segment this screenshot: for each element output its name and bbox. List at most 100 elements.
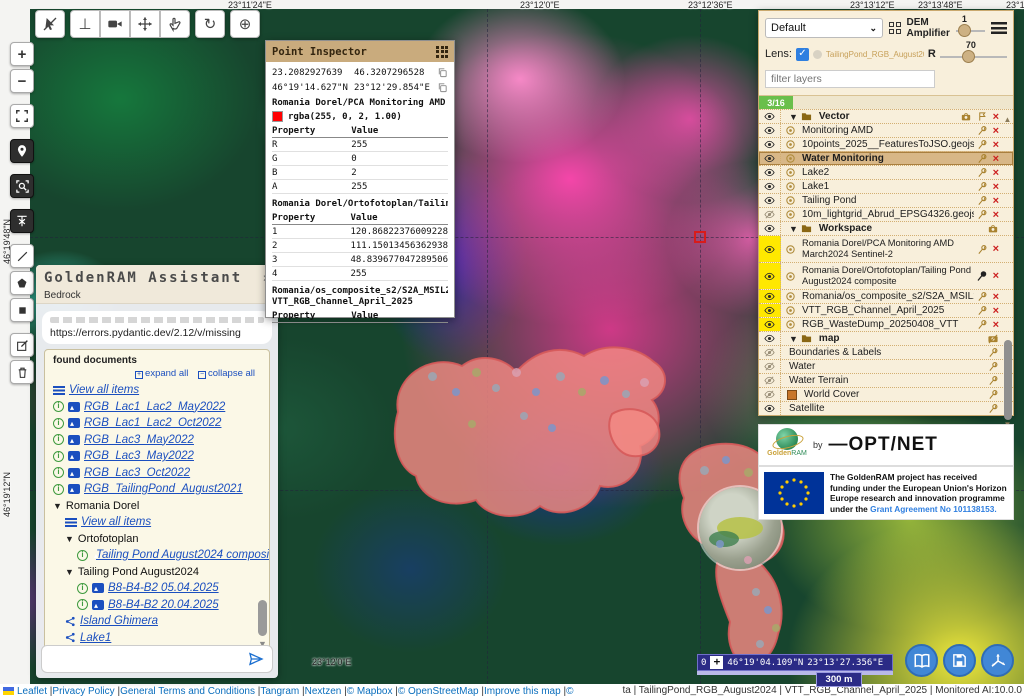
caret-down-icon[interactable]: ▼ (53, 500, 62, 511)
map-point[interactable] (764, 606, 772, 614)
eye-icon[interactable] (763, 223, 776, 234)
remove-icon[interactable]: × (992, 304, 999, 317)
info-icon[interactable] (53, 434, 64, 446)
map-point[interactable] (492, 384, 500, 392)
lens-checkbox[interactable] (795, 47, 809, 61)
map-point[interactable] (512, 368, 521, 377)
ground-measure-button[interactable]: ⊥ (70, 10, 100, 38)
grid-view-icon[interactable] (889, 22, 901, 34)
draw-polygon-button[interactable] (10, 271, 34, 295)
eye-icon[interactable] (763, 167, 776, 178)
info-icon[interactable] (77, 582, 88, 594)
eye-icon[interactable] (763, 305, 776, 316)
document-link[interactable]: RGB_Lac1_Lac2_May2022 (53, 399, 255, 416)
remove-icon[interactable]: × (992, 166, 999, 179)
attribution-link[interactable]: Improve this map (484, 686, 566, 697)
pin-icon[interactable] (977, 167, 988, 178)
remove-icon[interactable]: × (992, 208, 999, 221)
tree-node-romania-dorel[interactable]: ▼ Romania Dorel (53, 498, 255, 515)
menu-icon[interactable] (991, 22, 1007, 34)
documentation-button[interactable] (905, 644, 938, 677)
pin-icon[interactable] (988, 375, 999, 386)
pin-icon[interactable] (988, 389, 999, 400)
expand-coordinates-button[interactable]: + (710, 656, 724, 669)
view-all-items[interactable]: View all items (53, 514, 255, 531)
document-link[interactable]: RGB_Lac3_May2022 (53, 432, 255, 449)
map-point[interactable] (716, 540, 724, 548)
pin-icon[interactable] (977, 244, 988, 255)
slider-knob[interactable] (957, 24, 971, 37)
pin-icon[interactable] (988, 403, 999, 414)
layer-row[interactable]: Boundaries & Labels (759, 345, 1013, 359)
edit-layers-button[interactable] (10, 333, 34, 357)
layers-scrollbar[interactable]: ▲ ▼ (1003, 115, 1012, 429)
slider-knob[interactable] (961, 50, 975, 63)
attribution-link[interactable]: Privacy Policy (52, 686, 120, 697)
map-point[interactable] (452, 388, 460, 396)
remove-icon[interactable]: × (992, 243, 999, 255)
info-icon[interactable] (77, 599, 88, 611)
map-point[interactable] (722, 456, 730, 464)
draw-line-button[interactable] (10, 244, 34, 268)
flag-pole-tool-button[interactable] (10, 209, 34, 233)
layer-row[interactable]: Lake1 × (759, 179, 1013, 193)
chat-input[interactable] (41, 645, 273, 673)
map-point[interactable] (756, 640, 764, 648)
snapshot-icon[interactable] (987, 224, 999, 234)
pin-icon[interactable] (977, 305, 988, 316)
pin-icon[interactable] (977, 153, 988, 164)
pin-icon[interactable] (977, 181, 988, 192)
zoom-in-button[interactable]: + (10, 42, 34, 66)
document-link[interactable]: B8-B4-B2 20.04.2025 (53, 597, 255, 614)
eye-icon[interactable] (763, 181, 776, 192)
style-select[interactable]: Default ⌄ (765, 18, 883, 38)
eye-off-icon[interactable] (763, 209, 776, 220)
remove-icon[interactable]: × (992, 290, 999, 303)
caret-down-icon[interactable]: ▼ (789, 333, 798, 344)
layer-row[interactable]: Lake2 × (759, 165, 1013, 179)
zoom-out-button[interactable]: − (10, 69, 34, 93)
pin-icon[interactable] (977, 209, 988, 220)
copy-icon[interactable] (437, 82, 448, 93)
info-icon[interactable] (53, 417, 64, 429)
caret-down-icon[interactable]: ▼ (65, 533, 74, 544)
eye-icon[interactable] (763, 125, 776, 136)
scrollbar-thumb[interactable] (1003, 340, 1012, 420)
layer-group-workspace[interactable]: ▼ Workspace (759, 221, 1013, 235)
eye-icon[interactable] (763, 195, 776, 206)
caret-down-icon[interactable]: ▼ (789, 111, 798, 122)
vector-link[interactable]: Lake1 (53, 630, 255, 647)
eye-off-icon[interactable] (763, 375, 776, 386)
eye-icon[interactable] (763, 403, 776, 414)
send-icon[interactable] (248, 651, 264, 667)
info-icon[interactable] (53, 483, 64, 495)
delete-layers-button[interactable] (10, 360, 34, 384)
flag-icon[interactable] (977, 111, 988, 122)
layer-row[interactable]: VTT_RGB_Channel_April_2025 × (759, 303, 1013, 317)
map-point[interactable] (772, 624, 780, 632)
pin-icon[interactable] (977, 125, 988, 136)
attribution-link[interactable]: Nextzen (305, 686, 347, 697)
info-icon[interactable] (77, 549, 88, 561)
layer-row[interactable]: World Cover (759, 387, 1013, 401)
attribution-link[interactable]: Tangram (260, 686, 304, 697)
drag-handle-icon[interactable] (436, 45, 448, 58)
document-link[interactable]: RGB_Lac3_May2022 (53, 448, 255, 466)
layer-group-vector[interactable]: ▼ Vector × (759, 109, 1013, 123)
attribution-link[interactable]: General Terms and Conditions (120, 686, 260, 697)
layer-group-map[interactable]: ▼ map (759, 331, 1013, 345)
document-link[interactable]: RGB_Lac3_Oct2022 (53, 465, 255, 482)
eye-icon[interactable] (763, 139, 776, 150)
draw-rectangle-button[interactable] (10, 298, 34, 322)
tree-node-ortofotoplan[interactable]: ▼ Ortofotoplan (53, 531, 255, 548)
layer-row[interactable]: Satellite (759, 401, 1013, 415)
document-link[interactable]: B8-B4-B2 05.04.2025 (53, 580, 255, 598)
eye-off-icon[interactable] (763, 347, 776, 358)
map-point[interactable] (532, 388, 540, 396)
map-point[interactable] (556, 372, 565, 381)
eye-icon[interactable] (763, 244, 776, 255)
remove-icon[interactable]: × (992, 152, 999, 165)
map-point[interactable] (600, 376, 609, 385)
pin-icon[interactable] (977, 319, 988, 330)
layer-row[interactable]: Romania Dorel/PCA Monitoring AMD March20… (759, 235, 1013, 262)
